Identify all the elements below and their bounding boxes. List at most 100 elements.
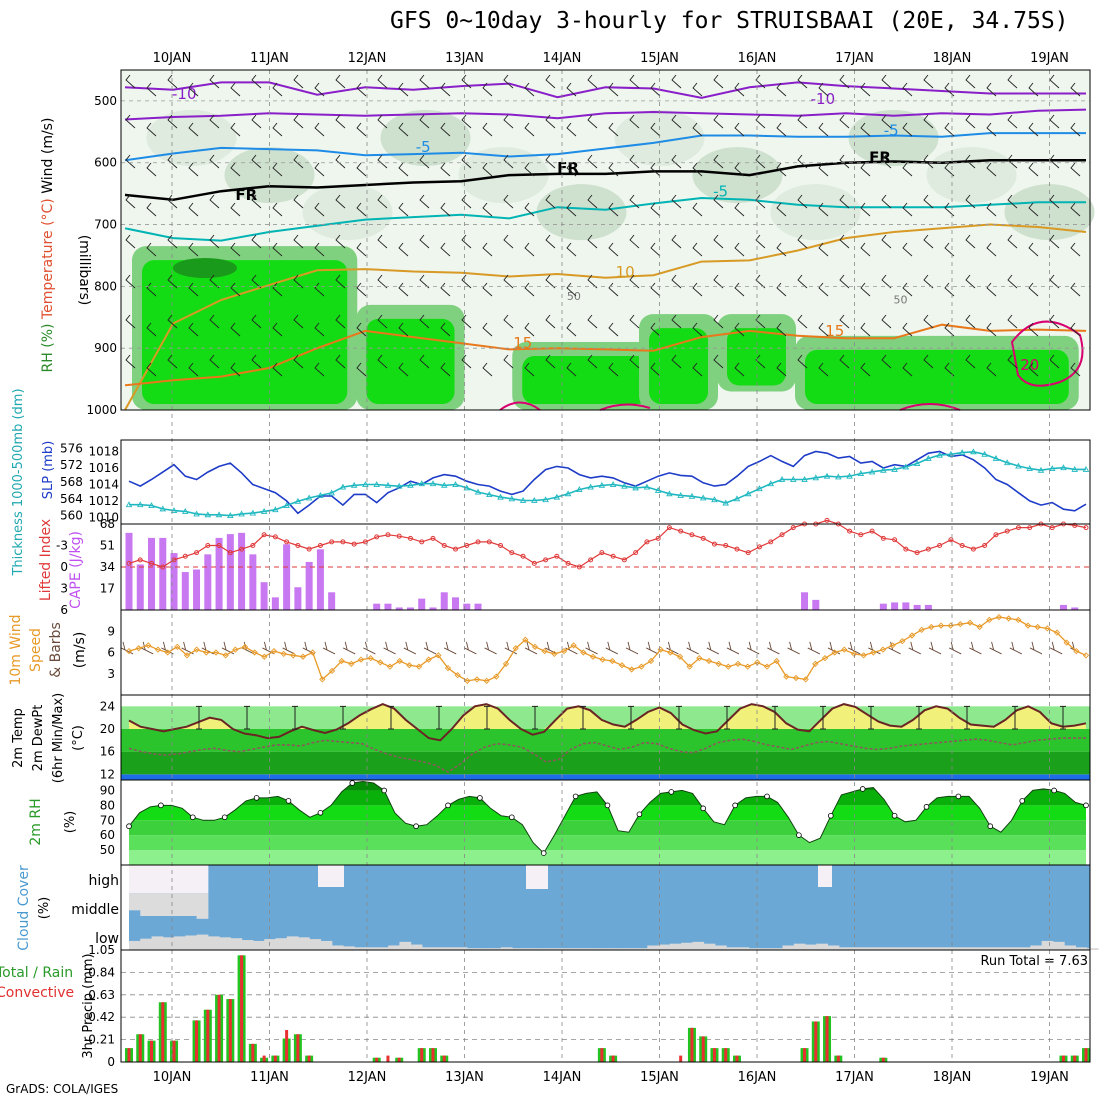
wind-barb xyxy=(629,114,640,129)
wind-barb xyxy=(923,274,934,289)
cloud-low xyxy=(850,947,862,950)
thickness-point xyxy=(227,512,234,519)
date-label-bottom: 12JAN xyxy=(348,1070,387,1085)
wind-barb xyxy=(608,242,619,257)
wind-barb xyxy=(314,322,325,337)
wind-speed-point xyxy=(531,643,539,650)
wind-speed-point xyxy=(560,647,568,655)
surface-wind-barb xyxy=(140,641,154,655)
rh-point xyxy=(955,793,962,800)
panel-border xyxy=(120,69,1091,411)
wind-speed-point xyxy=(241,643,249,650)
date-label-top: 16JAN xyxy=(738,51,777,66)
wind-barb xyxy=(482,82,493,97)
surface-wind-barb xyxy=(948,641,962,655)
cloud-low xyxy=(264,939,276,950)
precip-convective-bar xyxy=(161,1002,165,1062)
wind-barb xyxy=(440,242,451,257)
wind-barb xyxy=(944,242,955,257)
wind-speed-point xyxy=(589,653,597,660)
wind-barb xyxy=(797,314,808,329)
slp-tick: 1010 xyxy=(88,510,119,524)
cloud-high xyxy=(196,865,209,894)
wind-barb xyxy=(146,202,157,217)
wind-barb xyxy=(923,194,934,209)
wind-barb xyxy=(335,154,346,169)
rh-point xyxy=(923,804,930,810)
wind-barb xyxy=(650,322,661,337)
wind-barb xyxy=(272,362,283,377)
cloud-high xyxy=(129,865,141,894)
cloud-low xyxy=(196,934,209,950)
wind-barb xyxy=(1070,362,1081,377)
thickness-point xyxy=(136,501,144,508)
slp-tick: 1016 xyxy=(88,461,119,475)
wind-speed-point xyxy=(908,632,916,639)
wind-barb xyxy=(356,122,367,137)
wind-speed-point xyxy=(464,677,471,684)
cloud-low xyxy=(298,937,310,950)
cloud-low xyxy=(162,937,175,950)
wind-speed-point xyxy=(870,649,877,656)
cape-bar xyxy=(801,592,809,610)
wind-barb xyxy=(671,154,682,169)
wind-speed-point xyxy=(966,619,974,626)
cloud-low xyxy=(1019,947,1031,950)
wind-barb xyxy=(923,234,934,249)
date-label-top: 12JAN xyxy=(348,51,387,66)
wind-barb xyxy=(167,114,178,129)
cloud-middle xyxy=(196,893,209,919)
isotherm-line xyxy=(124,132,1086,162)
lifted-index-point xyxy=(1049,525,1055,531)
precip-convective-bar xyxy=(206,1009,210,1062)
minmax-errorbar xyxy=(580,705,586,730)
cloud-low xyxy=(467,948,479,950)
upper-air-unit: (millibars) xyxy=(76,235,92,306)
wind-barb xyxy=(839,354,850,369)
wind-speed-point xyxy=(1063,639,1070,646)
precip-convective-bar xyxy=(724,1048,728,1062)
wind-speed-point xyxy=(415,663,423,670)
isotherm-20-contour xyxy=(1010,320,1084,387)
wind-barb xyxy=(545,194,556,209)
panel-frame xyxy=(120,609,1091,696)
cloud-low xyxy=(737,947,750,950)
wind-barb xyxy=(314,282,325,297)
wind-barb xyxy=(944,362,955,377)
wind-ylabel-g3: & Barbs xyxy=(48,622,64,678)
wind-barb xyxy=(692,242,703,257)
cloud-high-patch xyxy=(818,865,832,887)
wind-ylabel-2: Speed xyxy=(28,628,44,672)
wind-barb xyxy=(818,122,829,137)
surface-wind-barb xyxy=(484,641,497,655)
cloud-middle xyxy=(140,893,153,916)
wind-barb xyxy=(293,114,304,129)
dewpoint-line xyxy=(128,737,1086,774)
minmax-errorbar xyxy=(868,705,874,730)
wind-barb xyxy=(713,314,724,329)
upper-air-ylabel-text: RH (%) Temperature (°C) Wind (m/s) xyxy=(40,118,56,373)
wind-barb xyxy=(902,202,913,217)
rh-point xyxy=(700,805,706,812)
cape-bar xyxy=(148,537,156,610)
wind-barb xyxy=(1028,162,1039,177)
cloud-low xyxy=(421,947,434,950)
wind-barb xyxy=(482,282,493,297)
cape-bar xyxy=(204,554,212,610)
temp-warm-area xyxy=(129,704,1086,729)
wind-barb xyxy=(419,114,430,129)
cloud-low xyxy=(545,948,558,950)
wind-barb xyxy=(692,282,703,297)
cape-bar xyxy=(294,587,302,610)
li-tick: 6 xyxy=(60,603,68,617)
wind-barb xyxy=(839,74,850,89)
wind-barb xyxy=(776,322,787,337)
wind-barb xyxy=(608,122,619,137)
rh-point xyxy=(796,832,802,838)
wind-barb xyxy=(377,234,388,249)
thickness-point xyxy=(767,480,775,487)
rh-mid-patch xyxy=(770,184,861,241)
wind-speed-point xyxy=(628,666,635,673)
thickness-point xyxy=(801,476,808,482)
thickness-point xyxy=(238,510,245,517)
